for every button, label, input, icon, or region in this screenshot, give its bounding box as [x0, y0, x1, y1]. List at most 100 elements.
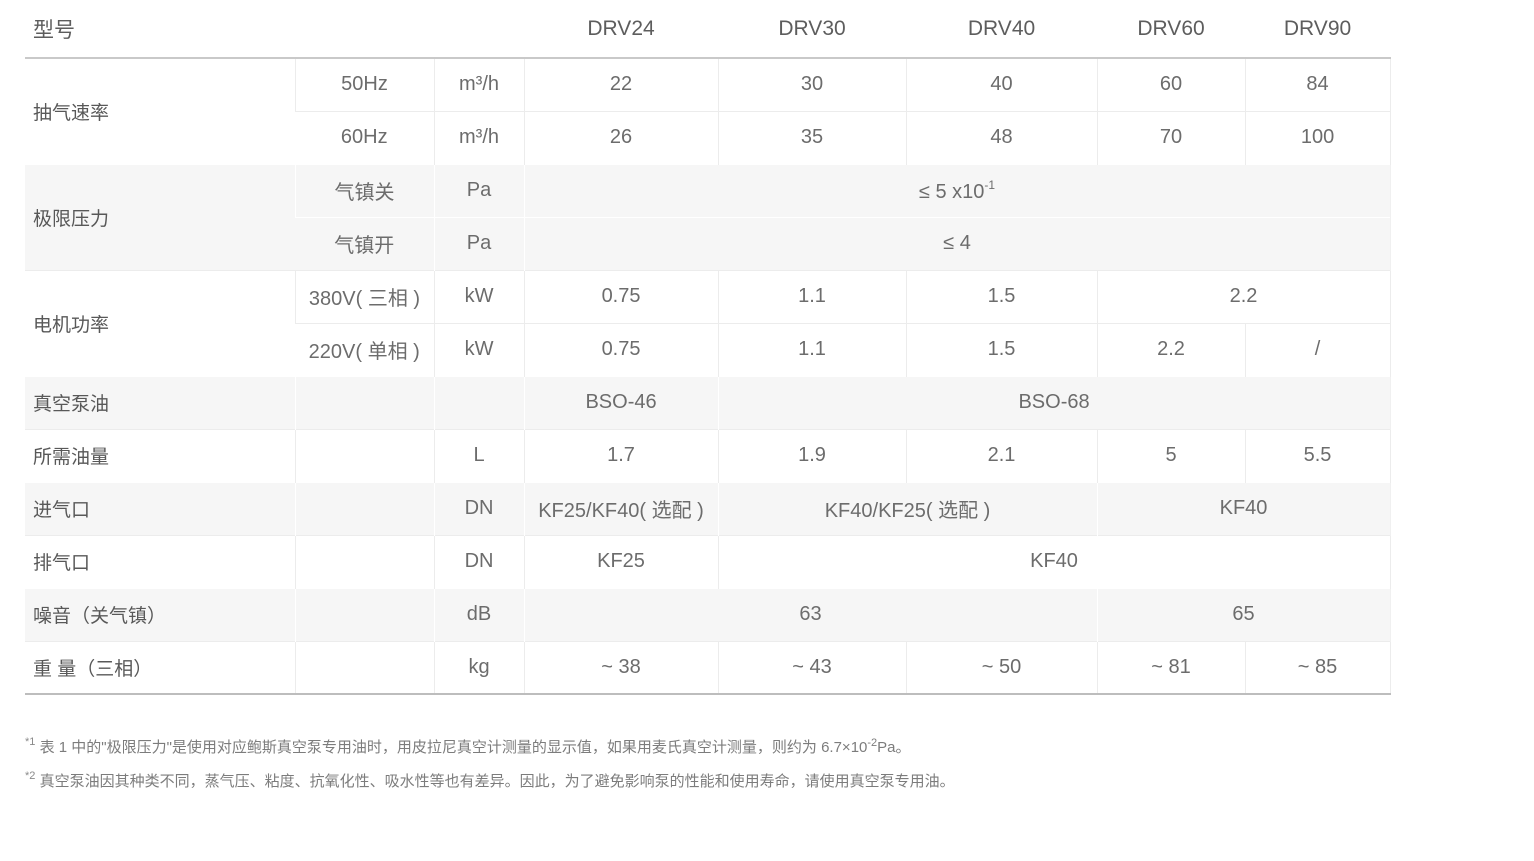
row-noise: 噪音（关气镇） dB 63 65 [25, 587, 1391, 641]
cell-weight-drv24: ~ 38 [523, 640, 719, 695]
cell-oil-drv24: BSO-46 [523, 375, 719, 429]
cell-speed60-drv24: 26 [523, 110, 719, 164]
cell-power380-drv60-90: 2.2 [1096, 269, 1391, 323]
unit-pa: Pa [433, 163, 525, 217]
row-pressure-ballast-closed: 极限压力 气镇关 Pa ≤ 5 x10-1 [25, 163, 1391, 270]
sub-220v: 220V( 单相 ) [295, 322, 434, 376]
cell-outlet-drv24: KF25 [523, 534, 719, 588]
header-drv40: DRV40 [906, 0, 1098, 59]
cell-oilamt-drv24: 1.7 [523, 428, 719, 482]
spec-table: 型号 DRV24 DRV30 DRV40 DRV60 DRV90 抽气速率 50… [25, 0, 1391, 695]
footnote-1-exponent: -2 [867, 737, 878, 749]
row-oil-amount: 所需油量 L 1.7 1.9 2.1 5 5.5 [25, 428, 1391, 482]
footnote-1: *1 表 1 中的"极限压力"是使用对应鲍斯真空泵专用油时，用皮拉尼真空计测量的… [25, 728, 1534, 762]
footnote-1-marker: *1 [25, 736, 36, 748]
cell-speed50-drv90: 84 [1244, 57, 1391, 111]
unit-m3h: m³/h [433, 110, 525, 164]
sub-ballast-open: 气镇开 [295, 216, 434, 270]
cell-pressure-open: ≤ 4 [523, 216, 1391, 270]
cell-power220-drv90: / [1244, 322, 1391, 376]
label-noise: 噪音（关气镇） [25, 587, 295, 641]
cell-power220-drv40: 1.5 [905, 322, 1098, 376]
unit-dn: DN [433, 481, 525, 535]
row-pumping-speed-60hz: 60Hz m³/h 26 35 48 70 100 [25, 110, 1391, 164]
sub-empty [294, 428, 434, 482]
cell-weight-drv60: ~ 81 [1096, 640, 1246, 695]
label-motor-power: 电机功率 [25, 269, 295, 376]
cell-speed50-drv40: 40 [905, 57, 1098, 111]
sub-ballast-closed: 气镇关 [294, 163, 434, 217]
label-inlet: 进气口 [25, 481, 295, 535]
cell-speed60-drv30: 35 [717, 110, 907, 164]
row-outlet: 排气口 DN KF25 KF40 [25, 534, 1391, 588]
cell-pressure-closed: ≤ 5 x10-1 [523, 163, 1391, 217]
footnote-1-text: 表 1 中的"极限压力"是使用对应鲍斯真空泵专用油时，用皮拉尼真空计测量的显示值… [39, 739, 868, 756]
footnote-2-marker: *2 [25, 770, 36, 782]
row-motor-220v: 220V( 单相 ) kW 0.75 1.1 1.5 2.2 / [25, 322, 1391, 376]
cell-oil-drv30-90: BSO-68 [717, 375, 1391, 429]
row-pressure-ballast-open: 气镇开 Pa ≤ 4 [25, 216, 1391, 270]
cell-oilamt-drv40: 2.1 [905, 428, 1098, 482]
cell-speed50-drv24: 22 [523, 57, 719, 111]
unit-l: L [433, 428, 525, 482]
sub-empty [294, 534, 434, 588]
pressure-closed-exponent: -1 [984, 177, 996, 192]
label-weight: 重 量（三相） [25, 640, 295, 695]
unit-empty [433, 375, 525, 429]
sub-empty [294, 587, 434, 641]
label-pump-oil: 真空泵油 [25, 375, 295, 429]
cell-outlet-drv30-90: KF40 [717, 534, 1391, 588]
label-ultimate-pressure: 极限压力 [25, 163, 295, 270]
unit-kg: kg [433, 640, 525, 695]
row-inlet: 进气口 DN KF25/KF40( 选配 ) KF40/KF25( 选配 ) K… [25, 481, 1391, 535]
row-pump-oil: 真空泵油 BSO-46 BSO-68 [25, 375, 1391, 429]
label-pumping-speed: 抽气速率 [25, 57, 295, 164]
cell-power220-drv30: 1.1 [717, 322, 907, 376]
unit-kw: kW [433, 269, 525, 323]
row-pumping-speed-50hz: 抽气速率 50Hz m³/h 22 30 40 60 84 [25, 57, 1391, 164]
sub-50hz: 50Hz [294, 57, 434, 111]
unit-dn: DN [433, 534, 525, 588]
sub-empty [294, 640, 434, 695]
header-drv90: DRV90 [1245, 0, 1391, 59]
label-outlet: 排气口 [25, 534, 295, 588]
unit-db: dB [433, 587, 525, 641]
cell-power220-drv24: 0.75 [523, 322, 719, 376]
row-motor-380v: 电机功率 380V( 三相 ) kW 0.75 1.1 1.5 2.2 [25, 269, 1391, 376]
cell-oilamt-drv60: 5 [1096, 428, 1246, 482]
sub-60hz: 60Hz [295, 110, 434, 164]
unit-m3h: m³/h [433, 57, 525, 111]
header-drv30: DRV30 [718, 0, 907, 59]
footnote-2: *2 真空泵油因其种类不同，蒸气压、粘度、抗氧化性、吸水性等也有差异。因此，为了… [25, 762, 1534, 796]
cell-speed60-drv60: 70 [1096, 110, 1246, 164]
sub-380v: 380V( 三相 ) [294, 269, 434, 323]
sub-empty [294, 481, 434, 535]
header-row: 型号 DRV24 DRV30 DRV40 DRV60 DRV90 [25, 0, 1391, 59]
cell-inlet-drv24: KF25/KF40( 选配 ) [523, 481, 719, 535]
cell-oilamt-drv90: 5.5 [1244, 428, 1391, 482]
sub-empty [294, 375, 434, 429]
cell-inlet-drv60-90: KF40 [1096, 481, 1391, 535]
footnote-2-text: 真空泵油因其种类不同，蒸气压、粘度、抗氧化性、吸水性等也有差异。因此，为了避免影… [39, 773, 955, 790]
cell-speed50-drv60: 60 [1096, 57, 1246, 111]
pressure-closed-base: ≤ 5 x10 [918, 180, 985, 203]
header-model-label: 型号 [25, 0, 525, 59]
cell-power380-drv24: 0.75 [523, 269, 719, 323]
cell-noise-drv24-40: 63 [523, 587, 1098, 641]
cell-speed50-drv30: 30 [717, 57, 907, 111]
unit-kw: kW [433, 322, 525, 376]
header-drv24: DRV24 [524, 0, 719, 59]
cell-weight-drv90: ~ 85 [1244, 640, 1391, 695]
cell-oilamt-drv30: 1.9 [717, 428, 907, 482]
cell-weight-drv30: ~ 43 [717, 640, 907, 695]
cell-inlet-drv30-40: KF40/KF25( 选配 ) [717, 481, 1098, 535]
row-weight: 重 量（三相） kg ~ 38 ~ 43 ~ 50 ~ 81 ~ 85 [25, 640, 1391, 695]
footnotes: *1 表 1 中的"极限压力"是使用对应鲍斯真空泵专用油时，用皮拉尼真空计测量的… [25, 728, 1534, 796]
cell-power380-drv30: 1.1 [717, 269, 907, 323]
cell-power220-drv60: 2.2 [1096, 322, 1246, 376]
label-oil-amount: 所需油量 [25, 428, 295, 482]
cell-speed60-drv40: 48 [905, 110, 1098, 164]
unit-pa: Pa [433, 216, 525, 270]
header-drv60: DRV60 [1097, 0, 1246, 59]
